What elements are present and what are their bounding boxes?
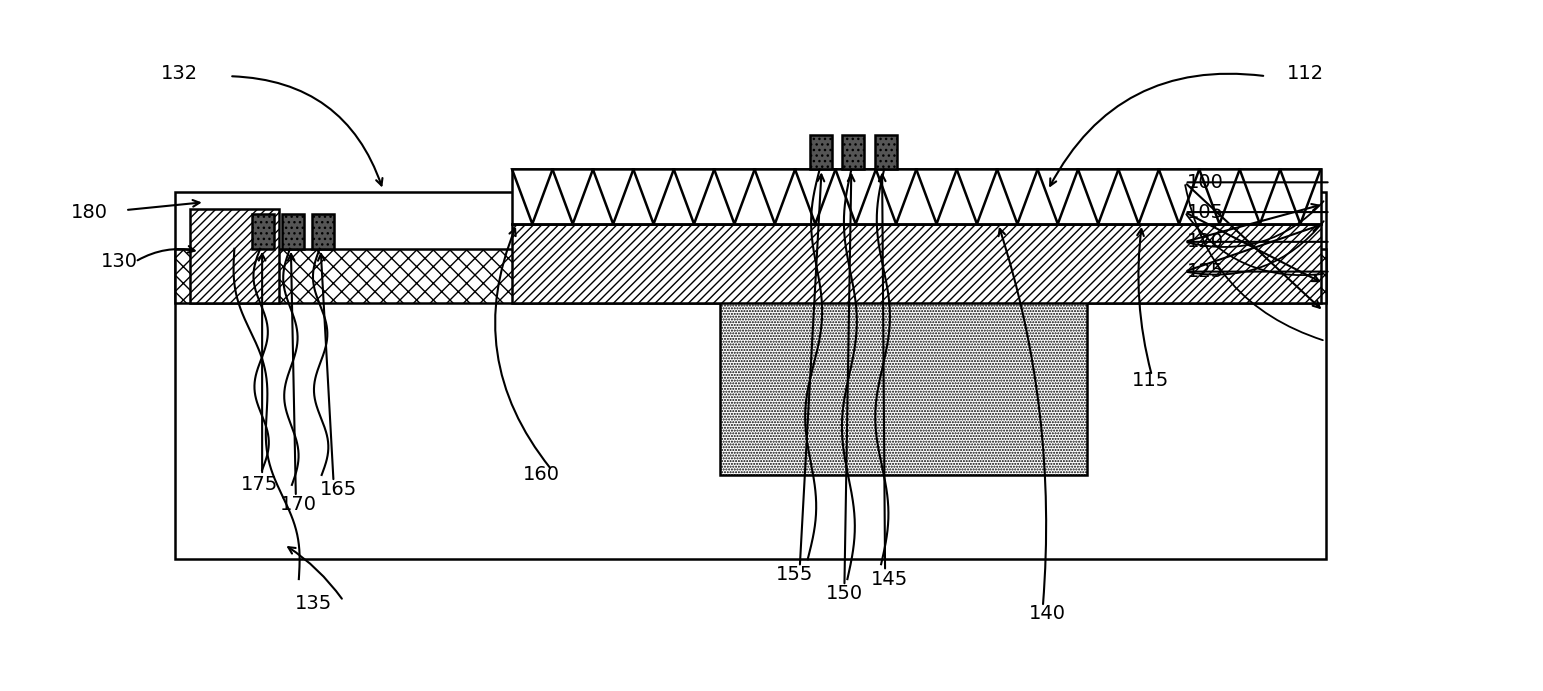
Text: 170: 170 [281, 495, 318, 514]
Bar [252, 214, 275, 249]
Bar [174, 192, 1325, 559]
FancyArrowPatch shape [799, 175, 824, 565]
Polygon shape [714, 169, 755, 224]
Polygon shape [997, 169, 1037, 224]
Text: 135: 135 [295, 594, 332, 614]
FancyArrowPatch shape [1188, 221, 1324, 274]
Polygon shape [1159, 169, 1199, 224]
FancyArrowPatch shape [259, 254, 265, 472]
Polygon shape [835, 169, 876, 224]
Bar [875, 135, 896, 169]
Bar [174, 249, 1325, 303]
Text: 112: 112 [1287, 64, 1324, 83]
Text: 180: 180 [71, 202, 108, 222]
Text: 130: 130 [100, 252, 137, 271]
Bar [810, 135, 832, 169]
Polygon shape [552, 169, 593, 224]
FancyArrowPatch shape [137, 246, 194, 261]
Text: 120: 120 [1187, 232, 1224, 252]
FancyArrowPatch shape [318, 254, 333, 479]
FancyArrowPatch shape [1187, 225, 1319, 271]
Polygon shape [1199, 169, 1239, 224]
Polygon shape [593, 169, 633, 224]
FancyArrowPatch shape [844, 175, 855, 583]
Text: 125: 125 [1187, 262, 1224, 281]
Polygon shape [1239, 169, 1281, 224]
Bar [512, 169, 1321, 224]
Polygon shape [633, 169, 674, 224]
FancyArrowPatch shape [289, 547, 343, 598]
Text: 150: 150 [826, 585, 863, 603]
Polygon shape [755, 169, 795, 224]
FancyArrowPatch shape [1185, 185, 1322, 340]
FancyArrowPatch shape [998, 229, 1046, 604]
Polygon shape [917, 169, 957, 224]
Text: 145: 145 [870, 569, 907, 589]
Polygon shape [1281, 169, 1321, 224]
Bar [190, 209, 279, 303]
Polygon shape [1119, 169, 1159, 224]
Polygon shape [512, 169, 552, 224]
FancyArrowPatch shape [1187, 204, 1319, 241]
Text: 140: 140 [1029, 605, 1066, 623]
Bar [512, 224, 1321, 303]
Polygon shape [795, 169, 835, 224]
FancyArrowPatch shape [128, 200, 199, 210]
Polygon shape [876, 169, 917, 224]
FancyArrowPatch shape [1137, 229, 1151, 373]
Text: 132: 132 [160, 64, 199, 83]
Bar [842, 135, 864, 169]
Polygon shape [1037, 169, 1079, 224]
Bar [282, 214, 304, 249]
Text: 165: 165 [319, 480, 356, 500]
FancyArrowPatch shape [231, 76, 383, 185]
Polygon shape [957, 169, 997, 224]
Polygon shape [674, 169, 714, 224]
Text: 115: 115 [1133, 371, 1170, 390]
FancyArrowPatch shape [495, 229, 549, 468]
Text: 155: 155 [776, 565, 813, 584]
Text: 105: 105 [1187, 202, 1224, 222]
Polygon shape [1079, 169, 1119, 224]
FancyArrowPatch shape [1188, 201, 1324, 247]
FancyArrowPatch shape [289, 254, 296, 494]
FancyArrowPatch shape [1187, 214, 1319, 281]
Bar [721, 301, 1088, 475]
Bar [312, 214, 333, 249]
Text: 100: 100 [1187, 173, 1224, 192]
FancyArrowPatch shape [1187, 184, 1319, 307]
FancyArrowPatch shape [880, 175, 886, 569]
Text: 160: 160 [523, 466, 560, 484]
Text: 175: 175 [241, 475, 278, 494]
FancyArrowPatch shape [1051, 74, 1264, 186]
FancyArrowPatch shape [1187, 214, 1322, 275]
